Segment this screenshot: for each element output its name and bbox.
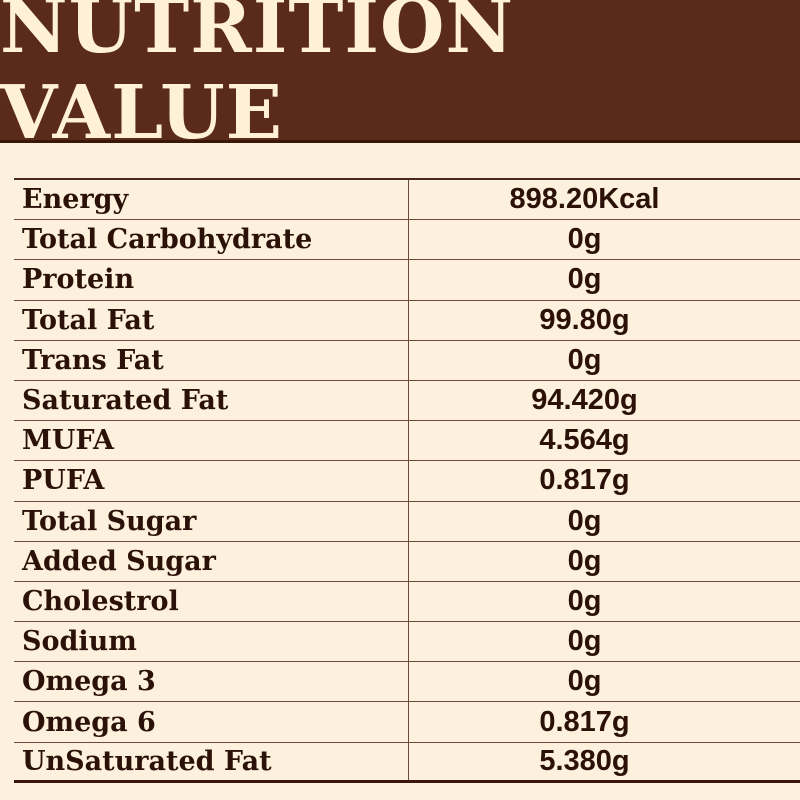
nutrient-value: 0g: [567, 223, 602, 256]
nutrient-label: Omega 6: [14, 702, 409, 742]
nutrient-label: Cholestrol: [14, 581, 409, 622]
table-row: PUFA 0.817g: [14, 461, 800, 502]
nutrition-table: Energy 898.20Kcal Total Carbohydrate 0g Prot…: [14, 178, 800, 783]
table-row: Energy 898.20Kcal: [14, 180, 800, 221]
table-row: Added Sugar 0g: [14, 541, 800, 582]
nutrient-label: Trans Fat: [14, 340, 409, 380]
nutrient-value: 0g: [567, 504, 602, 537]
table-row: Total Carbohydrate 0g: [14, 220, 800, 261]
nutrient-value: 0g: [567, 584, 602, 617]
table-row: Trans Fat 0g: [14, 340, 800, 381]
nutrient-label: Added Sugar: [14, 541, 409, 581]
nutrient-label: Protein: [14, 260, 409, 300]
table-row: MUFA 4.564g: [14, 421, 800, 462]
nutrient-value: 0g: [567, 544, 602, 577]
nutrient-label: Omega 3: [14, 662, 409, 702]
table-row: Cholestrol 0g: [14, 581, 800, 623]
table-row: Sodium 0g: [14, 622, 800, 663]
nutrient-label: PUFA: [14, 461, 409, 501]
nutrient-label: MUFA: [14, 421, 409, 461]
page-title: NUTRITION VALUE: [0, 0, 515, 156]
nutrient-value: 0.817g: [539, 705, 630, 738]
nutrient-value: 0g: [567, 343, 602, 376]
table-row: Omega 3 0g: [14, 662, 800, 703]
nutrient-label: UnSaturated Fat: [14, 742, 409, 780]
nutrient-label: Energy: [14, 180, 409, 220]
table-row: Saturated Fat 94.420g: [14, 380, 800, 422]
nutrient-value: 0g: [567, 263, 602, 296]
nutrient-label: Total Sugar: [14, 501, 409, 541]
nutrient-label: Sodium: [14, 622, 409, 662]
table-row: Total Sugar 0g: [14, 501, 800, 542]
nutrient-label: Saturated Fat: [14, 380, 409, 421]
table-row: Protein 0g: [14, 260, 800, 301]
nutrient-label: Total Carbohydrate: [14, 220, 409, 260]
nutrient-value: 5.380g: [539, 744, 630, 777]
table-row: Total Fat 99.80g: [14, 300, 800, 341]
nutrient-value: 0g: [567, 625, 602, 658]
nutrient-value: 4.564g: [539, 424, 630, 457]
nutrient-value: 898.20Kcal: [509, 183, 660, 216]
table-row: UnSaturated Fat 5.380g: [14, 742, 800, 783]
nutrient-value: 94.420g: [531, 384, 638, 417]
nutrient-value: 0g: [567, 665, 602, 698]
header-banner: NUTRITION VALUE: [0, 0, 800, 156]
table-row: Omega 6 0.817g: [14, 702, 800, 743]
nutrient-value: 99.80g: [539, 303, 630, 336]
nutrient-value: 0.817g: [539, 464, 630, 497]
nutrient-label: Total Fat: [14, 300, 409, 340]
